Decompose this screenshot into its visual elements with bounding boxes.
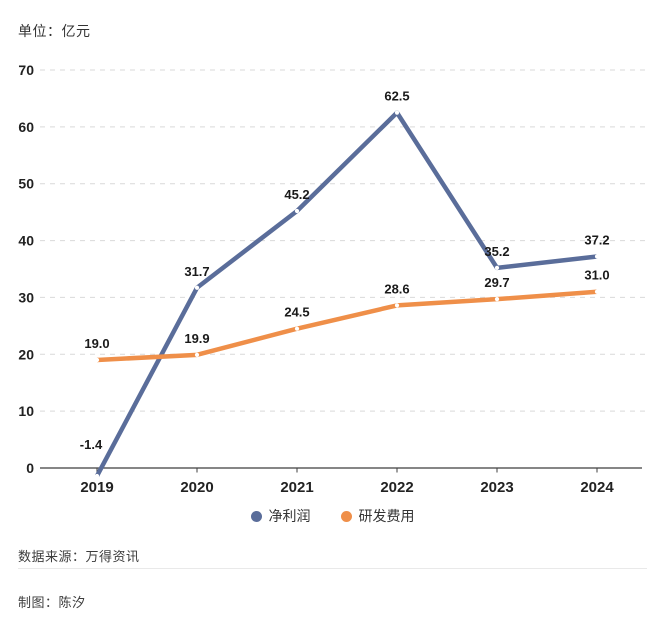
chart-legend: 净利润 研发费用: [0, 506, 665, 526]
x-tick-label-2021: 2021: [280, 479, 313, 496]
value-label-1-5: 31.0: [584, 268, 609, 283]
y-tick-label-10: 10: [18, 403, 34, 419]
point-marker-1-4: [494, 297, 500, 302]
y-tick-label-20: 20: [18, 346, 34, 362]
y-tick-label-0: 0: [26, 460, 34, 476]
value-label-0-5: 37.2: [584, 232, 609, 247]
y-tick-label-30: 30: [18, 289, 34, 305]
point-marker-1-1: [194, 352, 200, 357]
value-label-0-3: 62.5: [384, 89, 409, 104]
x-tick-label-2022: 2022: [380, 479, 413, 496]
line-chart: 0 10 20 30 40 50 60 70 2019 2020 2021 2022 2023 2024 -…: [18, 62, 648, 496]
legend-dot-rd-expense: [340, 510, 352, 522]
x-tick-label-2019: 2019: [80, 479, 113, 496]
y-tick-label-60: 60: [18, 119, 34, 135]
point-marker-0-3: [394, 110, 400, 115]
x-tick-label-2024: 2024: [580, 479, 614, 496]
point-marker-0-0: [94, 473, 100, 479]
legend-label-rd-expense: 研发费用: [358, 508, 415, 524]
point-marker-1-5: [594, 289, 600, 294]
value-label-1-3: 28.6: [384, 281, 409, 296]
author-text: 制图：陈汐: [18, 595, 86, 610]
legend-dot-net-profit: [250, 510, 262, 522]
point-marker-1-2: [294, 326, 300, 331]
unit-label: 单位：亿元: [18, 23, 91, 39]
series-line-0: [95, 110, 598, 478]
point-marker-1-3: [394, 303, 400, 308]
data-source-text: 数据来源：万得资讯: [18, 549, 140, 564]
footer-divider: [18, 568, 647, 569]
x-tick-label-2020: 2020: [180, 479, 213, 496]
value-label-1-0: 19.0: [84, 336, 109, 351]
point-marker-0-2: [294, 208, 300, 214]
value-label-1-2: 24.5: [284, 305, 309, 320]
series-line-1: [96, 289, 598, 363]
y-tick-label-40: 40: [18, 233, 34, 249]
legend-item-net-profit: 净利润: [250, 506, 311, 526]
value-label-1-1: 19.9: [184, 331, 209, 346]
value-label-0-0: -1.4: [80, 437, 103, 452]
y-tick-label-70: 70: [18, 62, 34, 78]
value-label-0-1: 31.7: [184, 264, 209, 279]
point-marker-0-1: [194, 285, 200, 290]
point-marker-1-0: [94, 357, 100, 363]
legend-label-net-profit: 净利润: [268, 508, 311, 524]
point-marker-0-4: [494, 265, 500, 270]
y-tick-label-50: 50: [18, 176, 34, 192]
legend-item-rd-expense: 研发费用: [340, 506, 415, 526]
value-label-0-4: 35.2: [484, 244, 509, 259]
point-marker-0-5: [594, 254, 600, 259]
value-label-1-4: 29.7: [484, 275, 509, 290]
x-tick-label-2023: 2023: [480, 479, 513, 496]
value-label-0-2: 45.2: [284, 187, 309, 202]
